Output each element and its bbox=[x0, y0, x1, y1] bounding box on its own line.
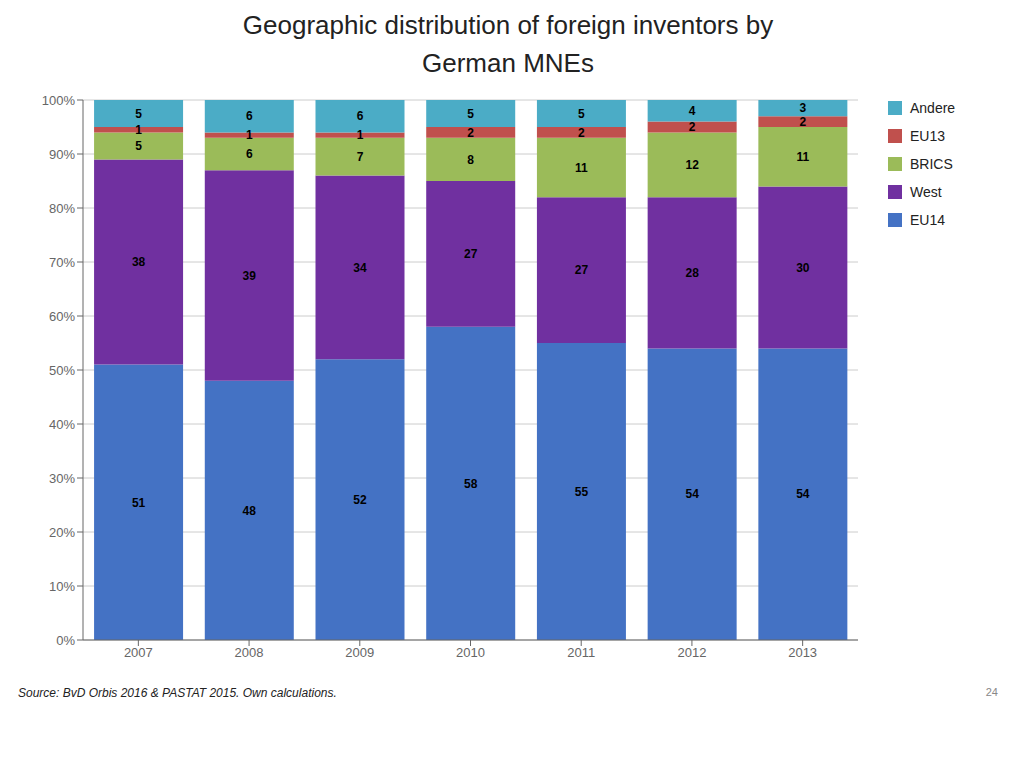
html-text:Source: BvD Orbis 2016 & PASTA: Source: BvD Orbis 2016 & PASTAT 2015. Ow… bbox=[18, 686, 337, 700]
svg-text:100%: 100% bbox=[42, 93, 76, 108]
svg-text:5: 5 bbox=[467, 107, 474, 121]
html-text:German MNEs: German MNEs bbox=[422, 48, 594, 78]
svg-text:34: 34 bbox=[353, 261, 367, 275]
svg-text:20%: 20% bbox=[49, 525, 75, 540]
html-text:EU14: EU14 bbox=[910, 212, 945, 228]
svg-text:55: 55 bbox=[575, 485, 589, 499]
svg-text:3: 3 bbox=[800, 101, 807, 115]
svg-text:0%: 0% bbox=[56, 633, 75, 648]
svg-text:2: 2 bbox=[578, 126, 585, 140]
svg-text:52: 52 bbox=[353, 493, 367, 507]
svg-text:58: 58 bbox=[464, 477, 478, 491]
svg-text:1: 1 bbox=[357, 128, 364, 142]
svg-text:11: 11 bbox=[575, 161, 588, 175]
html-text:West: West bbox=[910, 184, 942, 200]
svg-text:48: 48 bbox=[243, 504, 257, 518]
svg-text:51: 51 bbox=[132, 496, 146, 510]
svg-text:5: 5 bbox=[578, 107, 585, 121]
svg-text:60%: 60% bbox=[49, 309, 75, 324]
svg-text:27: 27 bbox=[575, 263, 589, 277]
svg-text:2013: 2013 bbox=[788, 645, 817, 660]
svg-text:6: 6 bbox=[357, 109, 364, 123]
svg-text:5: 5 bbox=[135, 139, 142, 153]
html-text:BRICS: BRICS bbox=[910, 156, 953, 172]
svg-text:2008: 2008 bbox=[235, 645, 264, 660]
svg-text:50%: 50% bbox=[49, 363, 75, 378]
svg-text:2009: 2009 bbox=[345, 645, 374, 660]
svg-text:30: 30 bbox=[796, 261, 810, 275]
svg-text:2012: 2012 bbox=[677, 645, 706, 660]
svg-text:30%: 30% bbox=[49, 471, 75, 486]
svg-text:10%: 10% bbox=[49, 579, 75, 594]
svg-text:2: 2 bbox=[467, 126, 474, 140]
svg-text:2011: 2011 bbox=[567, 645, 595, 660]
svg-text:6: 6 bbox=[246, 109, 253, 123]
svg-text:40%: 40% bbox=[49, 417, 75, 432]
svg-text:54: 54 bbox=[796, 487, 810, 501]
svg-text:38: 38 bbox=[132, 255, 146, 269]
svg-text:7: 7 bbox=[357, 150, 364, 164]
svg-text:39: 39 bbox=[243, 269, 257, 283]
svg-text:70%: 70% bbox=[49, 255, 75, 270]
svg-text:54: 54 bbox=[685, 487, 699, 501]
svg-text:1: 1 bbox=[135, 123, 142, 137]
svg-text:11: 11 bbox=[797, 150, 810, 164]
svg-text:2: 2 bbox=[800, 115, 807, 129]
svg-text:80%: 80% bbox=[49, 201, 75, 216]
svg-text:1: 1 bbox=[246, 128, 253, 142]
html-text:Andere: Andere bbox=[910, 100, 956, 116]
svg-text:5: 5 bbox=[135, 107, 142, 121]
svg-text:28: 28 bbox=[685, 266, 699, 280]
html-text:24: 24 bbox=[985, 686, 998, 698]
svg-text:90%: 90% bbox=[49, 147, 75, 162]
svg-text:2007: 2007 bbox=[124, 645, 153, 660]
svg-text:4: 4 bbox=[689, 104, 696, 118]
svg-text:6: 6 bbox=[246, 147, 253, 161]
html-text:EU13: EU13 bbox=[910, 128, 945, 144]
svg-text:12: 12 bbox=[685, 158, 699, 172]
svg-text:8: 8 bbox=[467, 153, 474, 167]
svg-text:2010: 2010 bbox=[456, 645, 485, 660]
html-text:Geographic distribution of for: Geographic distribution of foreign inven… bbox=[242, 10, 774, 40]
svg-text:2: 2 bbox=[689, 120, 696, 134]
svg-text:27: 27 bbox=[464, 247, 478, 261]
